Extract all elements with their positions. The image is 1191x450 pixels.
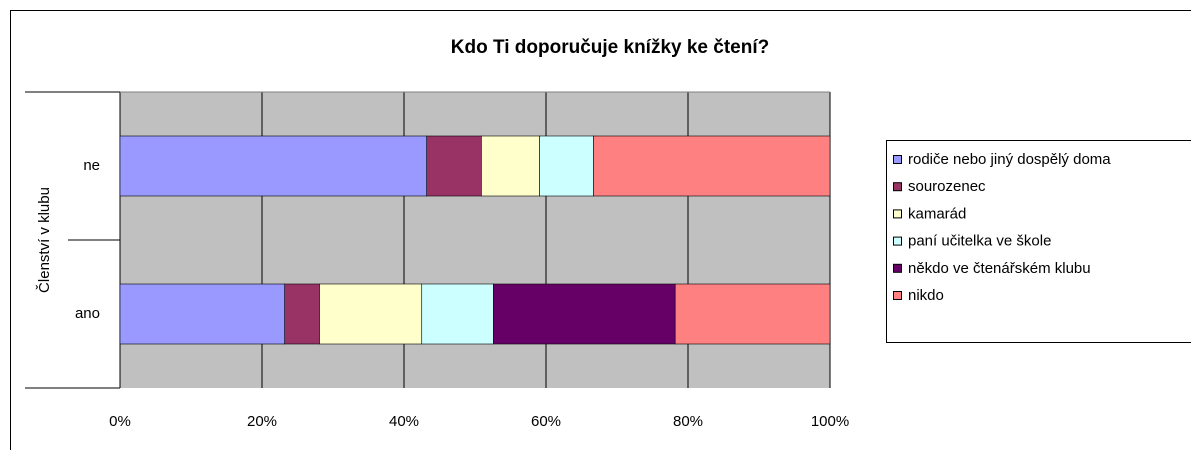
x-tick-label: 0% (109, 413, 131, 430)
legend-label: rodiče nebo jiný dospělý doma (908, 151, 1111, 168)
bar-segment (493, 283, 676, 345)
legend-label: paní učitelka ve škole (908, 233, 1051, 250)
x-tick-label: 20% (247, 413, 277, 430)
x-tick-label: 40% (389, 413, 419, 430)
bar-segment (421, 283, 494, 345)
legend-label: nikdo (908, 287, 944, 304)
legend-label: někdo ve čtenářském klubu (908, 260, 1091, 277)
bar-segment (426, 135, 482, 197)
bar-segment (539, 135, 594, 197)
bar-segment (481, 135, 540, 197)
bar-segment (284, 283, 320, 345)
bar-segment (593, 135, 831, 197)
bar-segment (674, 283, 831, 345)
legend-label: sourozenec (908, 178, 986, 195)
x-tick-label: 100% (811, 413, 849, 430)
legend-label: kamarád (908, 205, 966, 222)
chart-frame (10, 10, 1191, 450)
y-tick-label: ne (83, 157, 100, 174)
legend-swatch (893, 209, 902, 219)
x-tick-label: 60% (531, 413, 561, 430)
y-axis-label: Členství v klubu (36, 187, 53, 293)
bar-segment (119, 135, 428, 197)
bar-segment (119, 283, 286, 345)
legend-swatch (893, 155, 902, 164)
legend-box (886, 140, 1191, 343)
legend-swatch (893, 291, 902, 300)
legend-swatch (893, 263, 902, 273)
legend-swatch (893, 236, 902, 246)
y-tick-label: ano (75, 305, 100, 322)
bar-segment (319, 283, 423, 345)
chart-title: Kdo Ti doporučuje knížky ke čtení? (451, 37, 769, 58)
legend-swatch (893, 182, 902, 192)
x-tick-label: 80% (673, 413, 703, 430)
